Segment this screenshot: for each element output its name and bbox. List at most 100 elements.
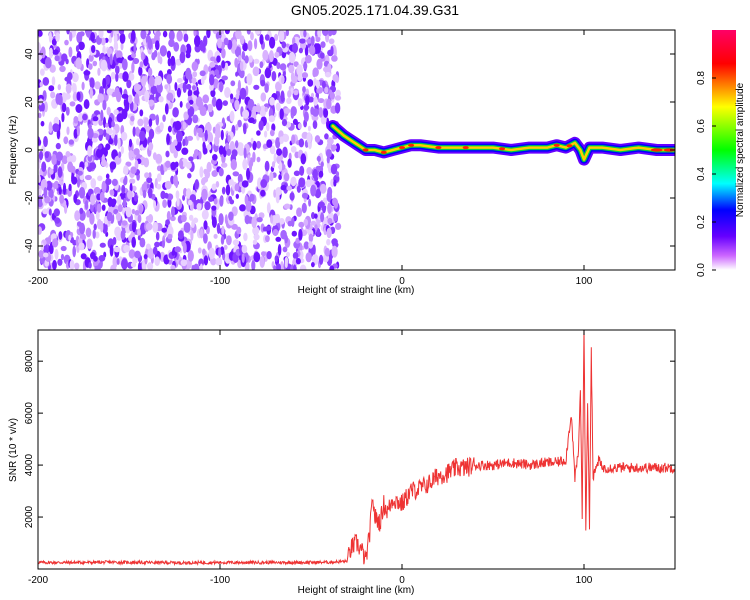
noise-blob [94,81,101,90]
noise-blob [234,183,240,192]
ridge-peak [362,148,369,152]
noise-blob [102,129,107,138]
noise-blob [112,129,116,135]
noise-blob [57,94,63,106]
noise-blob [202,141,206,150]
noise-blob [218,247,222,259]
noise-blob [199,166,204,178]
noise-blob [162,30,168,38]
noise-blob [303,62,308,70]
noise-blob [297,98,303,107]
noise-blob [326,156,330,164]
noise-blob [58,186,62,195]
colorbar-tick-label: 0.8 [696,71,707,85]
noise-blob [311,212,315,220]
noise-blob [206,144,212,151]
noise-blob [226,235,232,246]
noise-blob [164,192,169,199]
noise-blob [278,174,282,181]
noise-blob [50,91,56,99]
noise-blob [262,49,269,61]
noise-blob [211,216,217,228]
noise-blob [129,178,136,184]
noise-blob [317,155,321,162]
noise-blob [160,190,166,200]
noise-blob [264,130,268,138]
noise-blob [275,81,282,92]
noise-blob [187,106,195,117]
noise-blob [95,148,103,159]
noise-blob [65,106,70,116]
noise-blob [168,39,175,48]
noise-blob [130,166,137,174]
noise-blob [198,258,205,268]
noise-blob [269,129,275,137]
noise-blob [239,61,244,71]
x-tick-label: 0 [399,575,405,586]
noise-blob [116,91,122,103]
noise-blob [193,263,200,270]
y-tick-label: 2000 [24,505,35,528]
noise-blob [161,240,165,249]
noise-blob [171,206,175,218]
noise-blob [147,38,153,50]
noise-blob [213,233,218,239]
noise-blob [191,61,198,72]
noise-blob [97,67,101,76]
noise-blob [219,81,224,93]
noise-blob [245,200,252,212]
noise-blob [248,159,253,172]
noise-blob [105,122,109,128]
noise-blob [115,50,123,60]
noise-blob [136,138,140,146]
noise-blob [300,153,307,165]
noise-blob [156,173,162,182]
noise-blob [209,74,215,86]
noise-blob [295,237,301,244]
noise-blob [129,73,135,81]
noise-blob [186,83,192,90]
noise-blob [129,100,134,112]
noise-blob [75,57,82,70]
noise-blob [266,122,270,132]
snr-series-line [38,330,675,567]
noise-blob [295,258,301,265]
noise-blob [259,105,267,117]
noise-blob [204,201,211,211]
noise-blob [97,93,104,103]
noise-blob [68,183,72,192]
noise-blob [134,93,140,105]
noise-blob [282,246,288,253]
noise-blob [306,167,313,175]
noise-blob [269,97,275,106]
noise-blob [235,124,239,131]
noise-blob [198,151,202,160]
noise-blob [318,254,324,265]
noise-blob [121,184,126,194]
noise-blob [328,30,333,37]
noise-blob [78,41,85,51]
noise-blob [107,196,113,207]
noise-blob [102,222,108,234]
noise-blob [281,119,288,127]
noise-blob [264,83,269,93]
noise-blob [112,236,117,245]
noise-blob [271,161,276,169]
noise-blob [259,61,264,69]
noise-blob [164,180,172,190]
noise-blob [105,133,110,141]
noise-blob [155,114,160,126]
noise-blob [125,207,132,218]
noise-blob [48,208,52,216]
noise-blob [40,68,45,76]
noise-blob [161,227,167,233]
noise-blob [182,138,186,147]
noise-blob [264,106,268,112]
noise-blob [100,59,108,72]
noise-blob [69,101,76,107]
ridge-peak [462,146,469,150]
noise-blob [297,74,303,82]
noise-blob [317,30,322,38]
noise-blob [79,207,84,214]
noise-blob [132,256,138,264]
